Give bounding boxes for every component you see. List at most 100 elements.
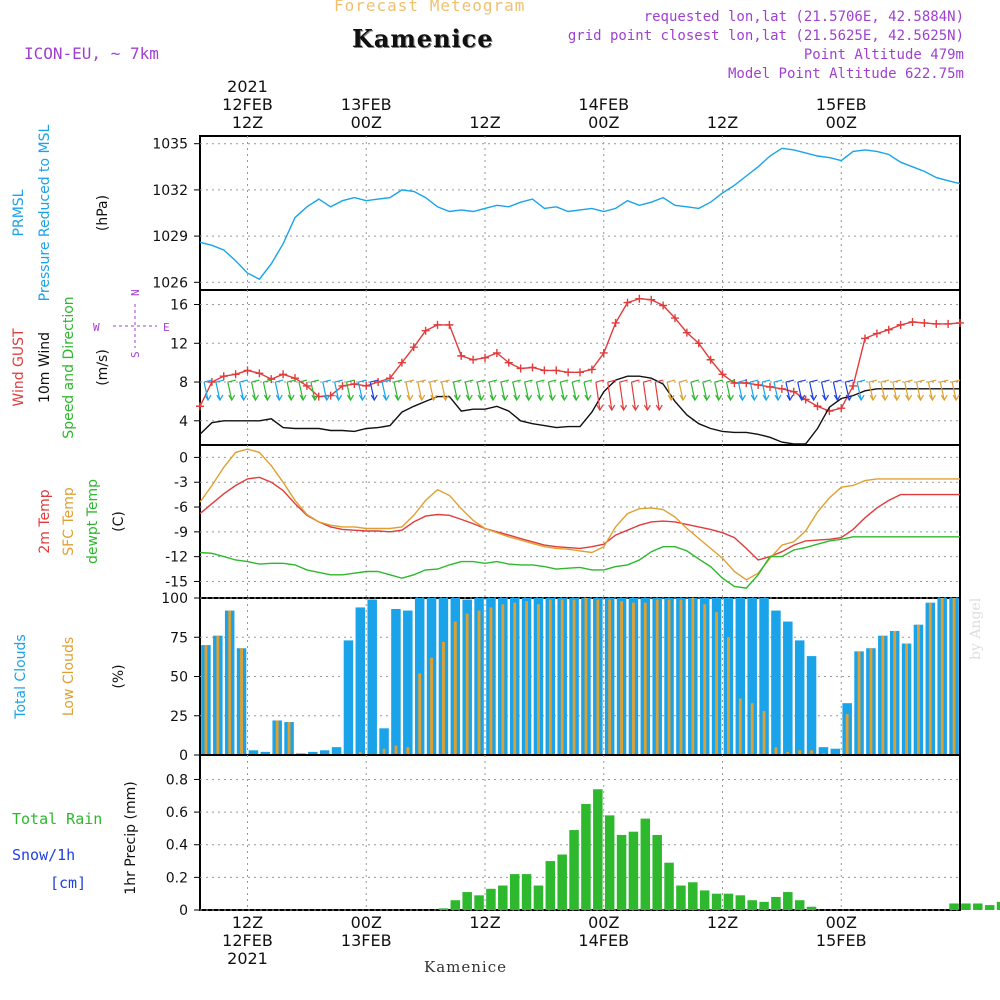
bar-clouds [308,751,318,755]
gust-marker [944,319,953,328]
panel-label-pressure: (hPa) [95,195,111,231]
gust-marker [326,391,335,400]
bar-overlay-clouds [525,601,528,755]
bar-overlay-clouds [477,610,481,755]
ytick-label-wind: 8 [179,375,188,391]
bar-precip [640,818,651,910]
bar-overlay-clouds [382,748,386,755]
gust-marker [896,320,905,329]
bar-clouds [830,748,841,755]
ytick-label-precip: 0.4 [166,838,188,854]
bar-clouds [355,607,366,755]
bar-precip [949,903,959,910]
bar-overlay-clouds [655,599,659,755]
gust-marker [457,351,466,360]
bar-precip [747,900,757,910]
wind-barb [334,379,343,402]
bar-overlay-clouds [596,599,600,755]
bar-precip [688,882,698,910]
wind-barb [797,379,806,402]
bar-clouds [818,747,829,755]
wind-barb [535,379,545,402]
ytick-label-wind: 12 [170,336,188,352]
model-name: ICON-EU, ~ 7km [24,44,159,63]
gust-marker [754,380,763,389]
wind-barb [227,379,236,402]
bar-overlay-clouds [442,641,445,755]
time-label-top: 14FEB [578,95,629,114]
ytick-label-pressure: 1026 [152,275,188,291]
bar-overlay-clouds [750,703,754,755]
panel-frame-temperature [199,444,961,599]
wind-barb [583,379,593,402]
wind-barb [345,379,355,402]
time-label-bottom: 00Z [351,913,382,932]
gust-marker [374,378,383,387]
wind-barb [512,379,521,402]
gust-marker [777,384,786,393]
bar-clouds [391,608,401,755]
gust-marker [956,318,964,327]
wind-barb [832,379,842,402]
panel-label-clouds: Total Clouds [13,634,29,719]
wind-barb [250,379,260,402]
time-label-bottom: 12FEB [222,931,273,950]
panel-label-wind: Wind GUST [11,328,27,407]
bar-precip [557,854,567,910]
panel-frame-pressure [199,135,961,291]
ytick-label-wind: 16 [170,298,188,314]
ytick-label-precip: 0.2 [166,870,188,886]
wind-barb [488,379,498,402]
gust-marker [718,370,727,379]
bar-overlay-clouds [643,602,647,755]
bar-clouds [248,750,259,755]
gust-marker [837,404,846,413]
gust-marker [481,353,489,362]
gust-marker [766,382,774,391]
panel-label-pressure: PRMSL [11,189,27,236]
gust-marker [255,369,264,378]
panel-label-clouds: (%) [111,664,127,688]
panel-label-clouds: Low Clouds [61,637,77,716]
time-label-bottom: 00Z [588,913,619,932]
gust-marker [338,381,347,390]
bar-overlay-clouds [560,599,564,755]
bar-clouds [747,598,757,755]
bar-precip [498,885,508,910]
time-label-top: 13FEB [341,95,392,114]
gust-marker [397,358,406,367]
ytick-label-pressure: 1035 [152,137,188,153]
compass-n: N [129,289,142,296]
wind-barb [666,379,676,402]
panel-label-wind: 10m Wind [37,332,53,403]
gust-marker [908,317,917,326]
bar-overlay-clouds [798,750,802,755]
gust-marker [291,374,299,383]
bar-overlay-clouds [216,635,220,755]
bar-precip [509,874,520,910]
series-line-temperature [199,448,960,581]
wind-barb [262,379,272,402]
wind-barb [737,379,747,402]
wind-barb [405,379,415,402]
wind-barb [547,379,557,402]
gust-marker [314,392,323,401]
wind-barb [274,379,284,402]
wind-barb [298,379,308,402]
bar-precip [486,888,496,910]
panel-label-temperature: 2m Temp [37,489,53,553]
wind-barb [524,379,533,402]
bar-overlay-clouds [275,720,279,755]
gust-marker [421,326,430,335]
bar-precip [616,834,627,910]
bar-overlay-clouds [418,673,422,755]
time-label-bottom: 13FEB [341,931,392,950]
ytick-label-temperature: -12 [165,550,188,566]
ytick-label-clouds: 75 [170,630,188,646]
bar-overlay-clouds [845,714,849,755]
time-label-bottom: 2021 [227,949,268,968]
bar-overlay-clouds [715,612,718,755]
panel-label-precip-axis: 1hr Precip (mm) [123,781,139,894]
wind-barb [844,379,854,402]
bar-precip [450,900,461,910]
